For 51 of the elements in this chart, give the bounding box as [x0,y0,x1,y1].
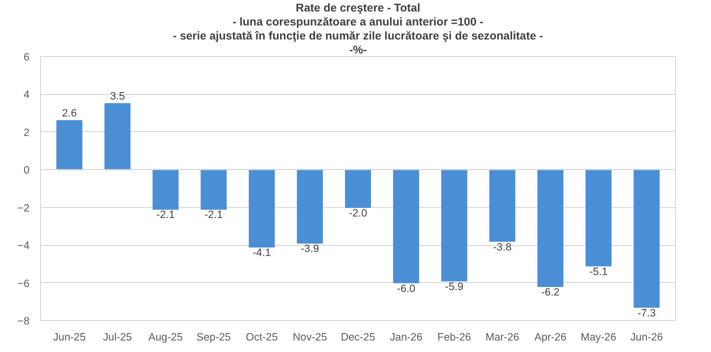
data-label: -5.1 [589,266,608,278]
bar [537,169,564,288]
y-tick-label: 6 [24,52,30,64]
x-tick-label: May-26 [580,332,616,344]
x-tick-label: Aug-25 [148,332,183,344]
x-tick-label: Jun-25 [53,332,86,344]
bar [200,169,227,210]
x-tick-label: Nov-25 [292,332,328,344]
data-label: 2.6 [62,108,77,120]
x-tick-label: Jan-26 [390,332,422,344]
data-label: -4.1 [252,246,272,259]
bar [489,169,516,242]
y-tick-label: 2 [24,126,30,139]
bar [152,169,179,210]
bar [296,169,323,244]
y-tick-label: −2 [17,202,30,214]
y-tick-label: 0 [24,164,30,177]
bar [393,169,420,284]
data-label: -2.1 [156,209,175,222]
bar [586,169,612,266]
x-tick-label: Feb-26 [437,332,472,344]
x-tick-label: Sep-25 [196,332,231,344]
x-tick-label: Jun-26 [630,332,663,344]
bar [56,120,82,170]
x-tick-label: Jul-25 [102,332,132,344]
data-label: -7.3 [637,307,656,320]
data-label: 3.5 [110,90,125,103]
data-label: -3.8 [493,241,512,254]
y-tick-label: 4 [24,89,30,102]
y-tick-label: −4 [17,240,30,252]
x-tick-label: Dec-25 [340,332,376,344]
bar [248,169,275,248]
data-label: -6.2 [541,286,560,299]
bar [104,103,130,170]
text: -%- [349,44,368,56]
x-tick-label: Apr-26 [534,332,566,344]
x-tick-label: Oct-25 [246,332,278,344]
text: - serie ajustată în funcţie de număr zile lucrătoare şi de sezonalitate - [172,30,544,42]
x-tick-label: Mar-26 [485,332,520,344]
bar [344,169,372,208]
chart-title: Rate de creştere - Total [296,2,420,14]
data-label: -5.9 [445,280,464,293]
y-tick-label: −6 [17,278,30,290]
data-label: -2.1 [204,209,223,222]
data-label: -2.0 [348,207,368,220]
data-label: -3.9 [300,243,320,256]
bar [634,169,660,308]
y-tick-label: −8 [17,316,30,328]
data-label: -6.0 [396,282,416,295]
bar [441,169,468,282]
chart-subtitle: - luna corespunzătoare a anului anterior =100 - [232,16,484,28]
